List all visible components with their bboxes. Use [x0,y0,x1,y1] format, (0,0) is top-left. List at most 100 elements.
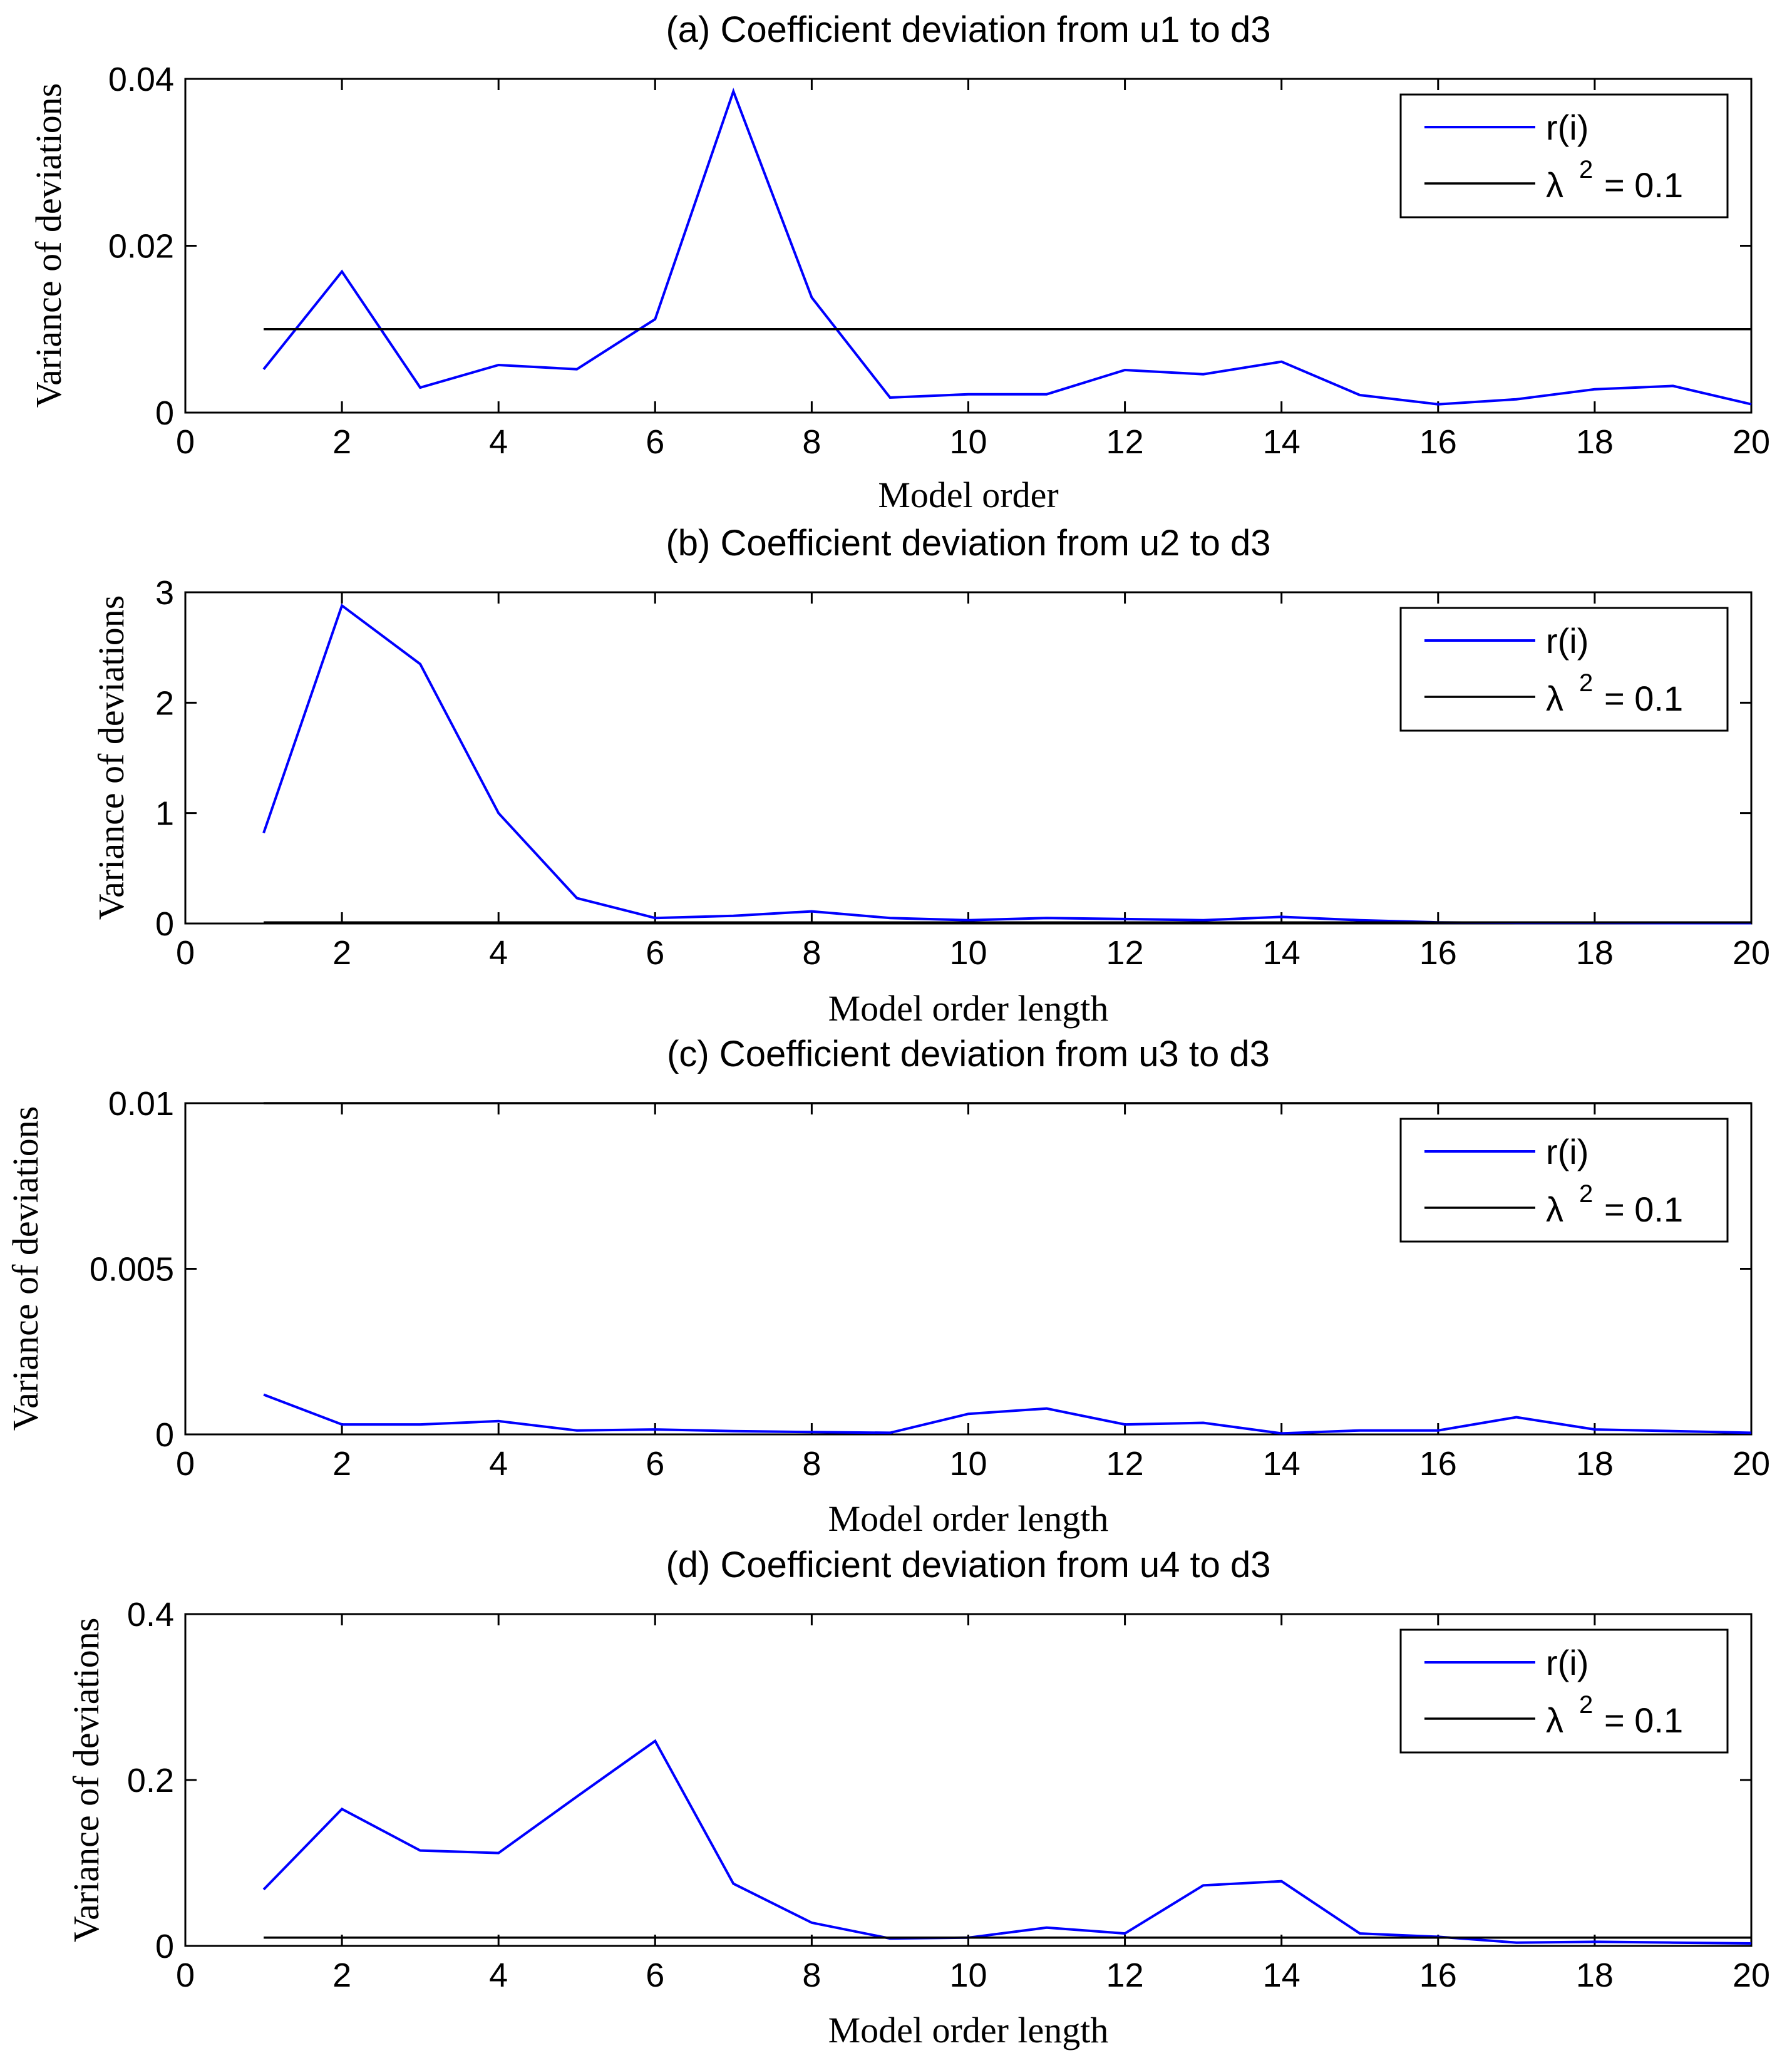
legend-label-exponent: 2 [1579,669,1593,697]
x-tick-label: 10 [949,1445,987,1483]
x-tick-label: 12 [1106,1957,1144,1994]
x-tick-label: 6 [646,1957,664,1994]
x-tick-label: 18 [1576,934,1614,972]
legend-box [1399,93,1729,219]
x-tick-label: 0 [176,1957,195,1994]
x-tick-label: 0 [176,934,195,972]
x-tick-label: 10 [949,1957,987,1994]
legend-label-r-i: r(i) [1546,621,1589,661]
y-tick-label: 0 [155,394,174,432]
x-tick-label: 10 [949,934,987,972]
x-tick-label: 8 [802,423,821,461]
x-tick-label: 16 [1419,934,1457,972]
y-tick-label: 0.04 [108,61,174,98]
x-tick-label: 14 [1263,423,1300,461]
legend-label-exponent: 2 [1579,156,1593,183]
chart-title: (c) Coefficient deviation from u3 to d3 [667,1034,1270,1074]
legend-box [1399,607,1729,732]
x-tick-label: 12 [1106,1445,1144,1483]
x-tick-label: 10 [949,423,987,461]
x-tick-label: 8 [802,1445,821,1483]
y-tick-label: 3 [155,574,174,612]
series-line-r-i [263,1393,1752,1435]
legend: r(i) λ 2 = 0.1 [1399,1628,1729,1754]
legend-box [1399,1118,1729,1243]
chart-title: (d) Coefficient deviation from u4 to d3 [666,1545,1270,1585]
x-tick-label: 20 [1733,934,1770,972]
chart-panel-a: (a) Coefficient deviation from u1 to d3 0… [28,9,1770,515]
series-line-r-i [262,88,1752,406]
x-tick-label: 18 [1576,1445,1614,1483]
x-tick-label: 2 [332,934,351,972]
y-tick-label: 2 [155,684,174,722]
chart-title: (a) Coefficient deviation from u1 to d3 [666,9,1270,50]
x-tick-label: 4 [489,1957,508,1994]
legend-label-lambda: λ [1546,1700,1563,1740]
x-tick-label: 14 [1263,1957,1300,1994]
legend-label-r-i: r(i) [1546,108,1589,147]
x-tick-label: 8 [802,1957,821,1994]
x-axis-label: Model order length [828,988,1109,1029]
y-axis-label: Variance of deviations [91,595,131,920]
legend-label-exponent: 2 [1579,1180,1593,1208]
chart-panel-b: (b) Coefficient deviation from u2 to d3 0… [91,523,1770,1029]
x-tick-label: 20 [1733,1957,1770,1994]
x-axis-label: Model order length [828,1498,1109,1539]
x-tick-label: 20 [1733,423,1770,461]
x-tick-label: 0 [176,423,195,461]
x-tick-label: 16 [1419,1445,1457,1483]
y-axis-label: Variance of deviations [5,1106,46,1431]
y-tick-label: 0.01 [108,1085,174,1123]
legend-label-r-i: r(i) [1546,1643,1589,1682]
y-tick-label: 0.2 [127,1762,174,1799]
legend-label-value: = 0.1 [1604,1190,1683,1229]
x-tick-label: 12 [1106,934,1144,972]
y-tick-label: 0.4 [127,1596,174,1633]
x-tick-label: 18 [1576,423,1614,461]
legend: r(i) λ 2 = 0.1 [1399,607,1729,732]
x-axis-label: Model order [878,475,1058,515]
legend-label-value: = 0.1 [1604,1700,1683,1740]
legend: r(i) λ 2 = 0.1 [1399,1118,1729,1243]
x-tick-label: 4 [489,1445,508,1483]
legend-label-value: = 0.1 [1604,679,1683,718]
x-tick-label: 6 [646,1445,664,1483]
y-tick-label: 0.005 [90,1251,174,1289]
x-tick-label: 20 [1733,1445,1770,1483]
legend-label-lambda: λ [1546,165,1563,205]
x-tick-label: 0 [176,1445,195,1483]
x-axis-label: Model order length [828,2010,1109,2050]
legend-label-lambda: λ [1546,679,1563,718]
legend: r(i) λ 2 = 0.1 [1399,93,1729,219]
x-tick-label: 16 [1419,423,1457,461]
y-tick-label: 0 [155,1416,174,1454]
x-tick-label: 6 [646,934,664,972]
x-tick-label: 4 [489,934,508,972]
legend-label-r-i: r(i) [1546,1132,1589,1171]
y-tick-label: 0 [155,1928,174,1965]
y-tick-label: 0.02 [108,228,174,265]
y-axis-label: Variance of deviations [66,1618,106,1943]
x-tick-label: 14 [1263,1445,1300,1483]
x-tick-label: 4 [489,423,508,461]
x-tick-label: 8 [802,934,821,972]
legend-label-lambda: λ [1546,1190,1563,1229]
legend-label-exponent: 2 [1579,1691,1593,1719]
x-tick-label: 2 [332,1445,351,1483]
x-tick-label: 16 [1419,1957,1457,1994]
legend-label-value: = 0.1 [1604,165,1683,205]
chart-panel-c: (c) Coefficient deviation from u3 to d3 0… [5,1034,1770,1539]
x-tick-label: 6 [646,423,664,461]
x-tick-label: 12 [1106,423,1144,461]
x-tick-label: 2 [332,423,351,461]
series-line-r-i [262,1739,1752,1945]
x-tick-label: 18 [1576,1957,1614,1994]
x-tick-label: 2 [332,1957,351,1994]
y-tick-label: 1 [155,795,174,833]
chart-panel-d: (d) Coefficient deviation from u4 to d3 0… [66,1545,1770,2050]
x-tick-label: 14 [1263,934,1300,972]
legend-box [1399,1628,1729,1754]
y-axis-label: Variance of deviations [28,83,69,408]
y-tick-label: 0 [155,905,174,943]
